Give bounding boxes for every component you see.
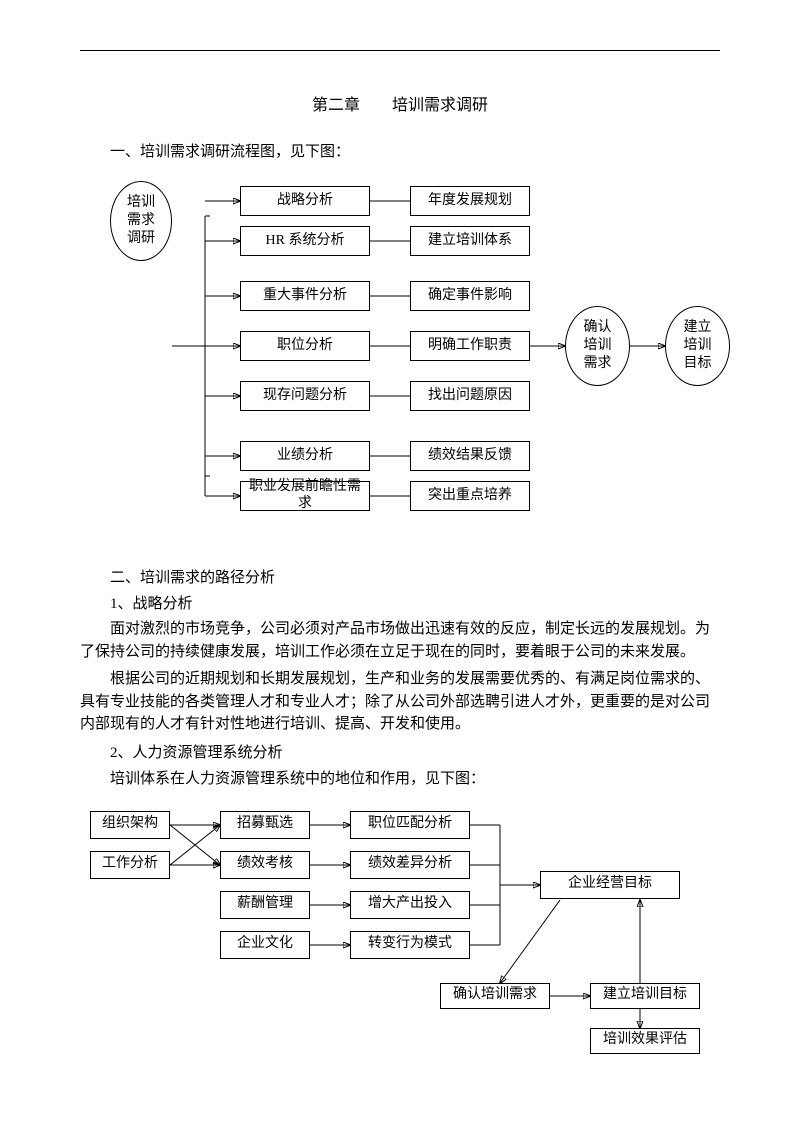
flow1-left-6: 职业发展前瞻性需求 <box>240 481 370 511</box>
para-2: 根据公司的近期规划和长期发展规划，生产和业务的发展需要优秀的、有满足岗位需求的、… <box>80 668 720 736</box>
flow1-left-4: 现存问题分析 <box>240 381 370 411</box>
chapter-title: 第二章 培训需求调研 <box>80 91 720 115</box>
flow1-right-2: 确定事件影响 <box>410 281 530 311</box>
flow1-right-3: 明确工作职责 <box>410 331 530 361</box>
flow1-confirm-label: 确认 培训 需求 <box>584 319 612 374</box>
flow2-confirm: 确认培训需求 <box>440 983 550 1009</box>
flow1-left-1: HR 系统分析 <box>240 226 370 256</box>
flow1-right-5: 绩效结果反馈 <box>410 441 530 471</box>
flow2-col1-1: 工作分析 <box>90 851 170 879</box>
flow2-establish: 建立培训目标 <box>590 983 700 1009</box>
sub-2-2: 2、人力资源管理系统分析 <box>80 741 720 762</box>
flow1-establish-ellipse: 建立 培训 目标 <box>665 306 730 386</box>
flow2-goal: 企业经营目标 <box>540 871 680 899</box>
section-two-heading: 二、培训需求的路径分析 <box>80 566 720 587</box>
flow2-eval: 培训效果评估 <box>590 1028 700 1054</box>
flow1-left-5: 业绩分析 <box>240 441 370 471</box>
flow2-col2-0: 招募甄选 <box>220 811 310 839</box>
sub-2-1: 1、战略分析 <box>80 592 720 613</box>
section-one-heading: 一、培训需求调研流程图，见下图： <box>80 140 720 161</box>
flow2-col3-2: 增大产出投入 <box>350 891 470 919</box>
para-3: 培训体系在人力资源管理系统中的地位和作用，见下图： <box>80 767 720 788</box>
flow2-col1-0: 组织架构 <box>90 811 170 839</box>
flow1-right-0: 年度发展规划 <box>410 186 530 216</box>
flowchart-hr-system: 组织架构 工作分析 招募甄选 绩效考核 薪酬管理 企业文化 职位匹配分析 绩效差… <box>80 808 720 1058</box>
flow1-start-label: 培训 需求 调研 <box>127 194 155 249</box>
flow1-right-1: 建立培训体系 <box>410 226 530 256</box>
para-1: 面对激烈的市场竞争，公司必须对产品市场做出迅速有效的反应，制定长远的发展规划。为… <box>80 618 720 663</box>
flow1-start-ellipse: 培训 需求 调研 <box>110 181 172 261</box>
flow1-right-4: 找出问题原因 <box>410 381 530 411</box>
flow1-left-2: 重大事件分析 <box>240 281 370 311</box>
flow1-confirm-ellipse: 确认 培训 需求 <box>565 306 630 386</box>
flow2-col3-1: 绩效差异分析 <box>350 851 470 879</box>
flow1-left-0: 战略分析 <box>240 186 370 216</box>
flow1-establish-label: 建立 培训 目标 <box>684 319 712 374</box>
flow2-col3-0: 职位匹配分析 <box>350 811 470 839</box>
top-rule <box>80 50 720 51</box>
flow2-col3-3: 转变行为模式 <box>350 931 470 959</box>
flow2-col2-3: 企业文化 <box>220 931 310 959</box>
flow1-left-3: 职位分析 <box>240 331 370 361</box>
flow2-col2-2: 薪酬管理 <box>220 891 310 919</box>
flowchart-training-research: 培训 需求 调研 战略分析 年度发展规划 HR 系统分析 建立培训体系 重大事件… <box>110 181 730 541</box>
flow1-right-6: 突出重点培养 <box>410 481 530 511</box>
flow2-col2-1: 绩效考核 <box>220 851 310 879</box>
